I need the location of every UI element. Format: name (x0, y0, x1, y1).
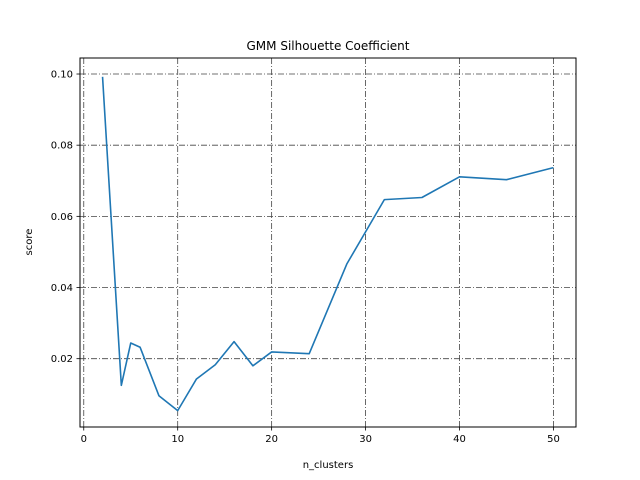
x-tick-label: 0 (81, 434, 87, 445)
y-tick-label: 0.10 (51, 70, 73, 81)
chart-title: GMM Silhouette Coefficient (247, 39, 410, 53)
y-tick-label: 0.06 (51, 212, 73, 223)
line-layer (103, 77, 554, 411)
y-ticks: 0.02 0.04 0.06 0.08 0.10 (51, 70, 80, 366)
y-tick-label: 0.04 (51, 283, 73, 294)
x-axis-label: n_clusters (303, 460, 354, 471)
y-tick-label: 0.08 (51, 141, 73, 152)
y-tick-label: 0.02 (51, 354, 73, 365)
y-axis-label: score (24, 229, 35, 256)
x-tick-label: 50 (547, 434, 560, 445)
x-tick-label: 10 (171, 434, 184, 445)
x-ticks: 0 10 20 30 40 50 (81, 427, 560, 445)
x-tick-label: 20 (265, 434, 278, 445)
x-tick-label: 30 (359, 434, 372, 445)
axes-frame (80, 58, 576, 427)
x-tick-label: 40 (453, 434, 466, 445)
series-line (103, 77, 554, 411)
grid-layer (80, 58, 576, 427)
